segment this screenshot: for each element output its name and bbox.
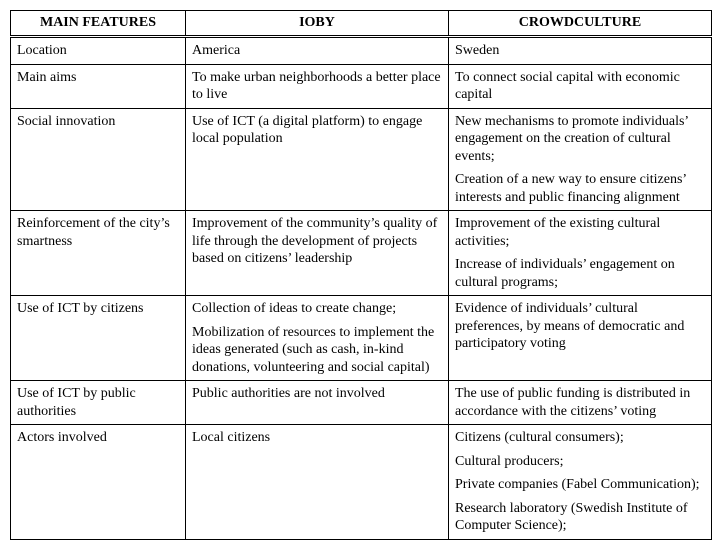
- cell-ioby: Collection of ideas to create change; Mob…: [186, 296, 449, 381]
- cell-text: Main aims: [17, 69, 179, 87]
- cell-text: Reinforcement of the city’s smartness: [17, 215, 179, 250]
- cell-feature: Main aims: [11, 64, 186, 108]
- cell-crowdculture: Improvement of the existing cultural act…: [449, 211, 712, 296]
- cell-ioby: Use of ICT (a digital platform) to engag…: [186, 108, 449, 211]
- cell-text: Improvement of the existing cultural act…: [455, 215, 705, 250]
- cell-text: Use of ICT (a digital platform) to engag…: [192, 113, 442, 148]
- cell-feature: Use of ICT by citizens: [11, 296, 186, 381]
- cell-ioby: Local citizens: [186, 425, 449, 540]
- cell-text: Cultural producers;: [455, 453, 705, 471]
- cell-feature: Location: [11, 37, 186, 65]
- table-row: Location America Sweden: [11, 37, 712, 65]
- cell-text: Location: [17, 42, 179, 60]
- cell-text: Local citizens: [192, 429, 442, 447]
- cell-feature: Actors involved: [11, 425, 186, 540]
- cell-crowdculture: Evidence of individuals’ cultural prefer…: [449, 296, 712, 381]
- cell-text: Collection of ideas to create change;: [192, 300, 442, 318]
- cell-text: Private companies (Fabel Communication);: [455, 476, 705, 494]
- cell-crowdculture: Sweden: [449, 37, 712, 65]
- table-row: Main aims To make urban neighborhoods a b…: [11, 64, 712, 108]
- col-header-features: MAIN FEATURES: [11, 11, 186, 37]
- cell-text: Increase of individuals’ engagement on c…: [455, 256, 705, 291]
- cell-text: Public authorities are not involved: [192, 385, 442, 403]
- col-header-ioby: IOBY: [186, 11, 449, 37]
- table-row: Use of ICT by citizens Collection of idea…: [11, 296, 712, 381]
- cell-text: New mechanisms to promote individuals’ e…: [455, 113, 705, 166]
- cell-text: Mobilization of resources to implement t…: [192, 324, 442, 377]
- table-body: Location America Sweden Main aims To make ur…: [11, 37, 712, 540]
- cell-text: Social innovation: [17, 113, 179, 131]
- cell-text: Improvement of the community’s quality o…: [192, 215, 442, 268]
- cell-feature: Reinforcement of the city’s smartness: [11, 211, 186, 296]
- cell-text: To connect social capital with economic …: [455, 69, 705, 104]
- cell-ioby: Improvement of the community’s quality o…: [186, 211, 449, 296]
- comparison-table: MAIN FEATURES IOBY CROWDCULTURE Location…: [10, 10, 712, 540]
- cell-ioby: America: [186, 37, 449, 65]
- col-header-crowdculture: CROWDCULTURE: [449, 11, 712, 37]
- table-row: Social innovation Use of ICT (a digital p…: [11, 108, 712, 211]
- cell-ioby: To make urban neighborhoods a better pla…: [186, 64, 449, 108]
- cell-text: Evidence of individuals’ cultural prefer…: [455, 300, 705, 353]
- cell-text: Citizens (cultural consumers);: [455, 429, 705, 447]
- cell-text: Use of ICT by public authorities: [17, 385, 179, 420]
- table-header-row: MAIN FEATURES IOBY CROWDCULTURE: [11, 11, 712, 37]
- cell-feature: Social innovation: [11, 108, 186, 211]
- table-row: Reinforcement of the city’s smartness Imp…: [11, 211, 712, 296]
- cell-text: Creation of a new way to ensure citizens…: [455, 171, 705, 206]
- cell-crowdculture: To connect social capital with economic …: [449, 64, 712, 108]
- cell-crowdculture: The use of public funding is distributed…: [449, 381, 712, 425]
- cell-text: To make urban neighborhoods a better pla…: [192, 69, 442, 104]
- cell-crowdculture: Citizens (cultural consumers); Cultural p…: [449, 425, 712, 540]
- cell-ioby: Public authorities are not involved: [186, 381, 449, 425]
- cell-text: Sweden: [455, 42, 705, 60]
- table-row: Actors involved Local citizens Citizens (c…: [11, 425, 712, 540]
- cell-text: America: [192, 42, 442, 60]
- cell-text: Actors involved: [17, 429, 179, 447]
- table-row: Use of ICT by public authorities Public a…: [11, 381, 712, 425]
- cell-crowdculture: New mechanisms to promote individuals’ e…: [449, 108, 712, 211]
- cell-text: Use of ICT by citizens: [17, 300, 179, 318]
- cell-text: The use of public funding is distributed…: [455, 385, 705, 420]
- cell-feature: Use of ICT by public authorities: [11, 381, 186, 425]
